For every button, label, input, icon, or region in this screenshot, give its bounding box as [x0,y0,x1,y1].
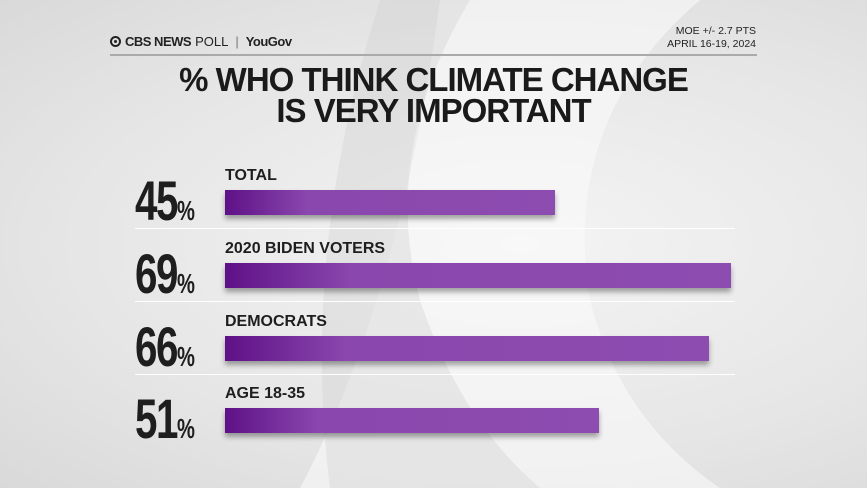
cbs-news-poll-logo: CBS NEWS POLL | YouGov [110,34,292,49]
row-divider [135,374,735,375]
header-divider [110,54,757,56]
bar-row: 69% 2020 BIDEN VOTERS [135,240,735,310]
bar [225,408,599,433]
value-label: 66% [135,315,195,378]
margin-of-error: MOE +/- 2.7 PTS [675,25,756,37]
category-label: DEMOCRATS [225,313,327,330]
poll-dates: APRIL 16-19, 2024 [667,38,756,50]
value-label: 51% [135,387,195,450]
row-divider [135,228,735,229]
value-label: 45% [135,169,195,232]
value-label: 69% [135,242,195,305]
category-label: TOTAL [225,167,277,184]
bar [225,190,555,215]
bar-row: 45% TOTAL [135,167,735,237]
category-label: 2020 BIDEN VOTERS [225,240,386,257]
bar-row: 51% AGE 18-35 [135,385,735,455]
cbs-eye-icon [110,36,121,47]
category-label: AGE 18-35 [225,385,306,402]
bar-row: 66% DEMOCRATS [135,313,735,383]
poll-meta: MOE +/- 2.7 PTS APRIL 16-19, 2024 [667,25,756,51]
chart-title: % WHO THINK CLIMATE CHANGE IS VERY IMPOR… [179,61,689,129]
row-divider [135,301,735,302]
bar [225,336,709,361]
bar [225,263,731,288]
